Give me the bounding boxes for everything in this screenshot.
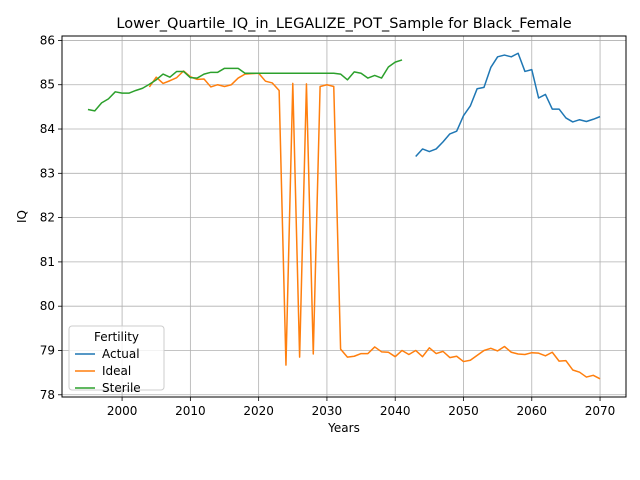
x-tick-label: 2070: [585, 404, 616, 418]
chart-title: Lower_Quartile_IQ_in_LEGALIZE_POT_Sample…: [116, 16, 571, 32]
series-line-sterile: [87, 59, 403, 112]
series-line-ideal: [148, 70, 601, 380]
legend-box: [68, 325, 165, 391]
y-tick-label: 84: [40, 122, 55, 136]
legend-label-ideal: Ideal: [102, 364, 131, 378]
legend: Fertility Actual Ideal Sterile: [68, 325, 165, 395]
series-lines: [87, 52, 601, 380]
x-tick-label: 2060: [516, 404, 547, 418]
x-tick-label: 2050: [448, 404, 479, 418]
legend-label-sterile: Sterile: [102, 381, 141, 395]
y-tick-label: 86: [40, 33, 55, 47]
x-axis-ticks: 2000 2010 2020 2030 2040 2050 2060 2070: [107, 397, 616, 418]
y-tick-label: 78: [40, 388, 55, 402]
series-line-actual: [415, 52, 601, 157]
x-axis-label: Years: [327, 421, 360, 435]
y-tick-label: 79: [40, 343, 55, 357]
gridlines: [62, 36, 626, 397]
y-axis-label: IQ: [15, 210, 29, 223]
legend-title: Fertility: [94, 330, 139, 344]
y-axis-ticks: 78 79 80 81 82 83 84 85 86: [40, 33, 62, 402]
x-tick-label: 2010: [175, 404, 206, 418]
x-tick-label: 2000: [107, 404, 138, 418]
legend-label-actual: Actual: [102, 347, 140, 361]
y-tick-label: 83: [40, 166, 55, 180]
x-tick-label: 2030: [312, 404, 343, 418]
x-tick-label: 2040: [380, 404, 411, 418]
y-tick-label: 80: [40, 299, 55, 313]
y-tick-label: 82: [40, 211, 55, 225]
plot-frame: [61, 35, 627, 398]
x-tick-label: 2020: [243, 404, 274, 418]
y-tick-label: 81: [40, 255, 55, 269]
legend-entries: Actual Ideal Sterile: [75, 347, 141, 395]
y-tick-label: 85: [40, 78, 55, 92]
